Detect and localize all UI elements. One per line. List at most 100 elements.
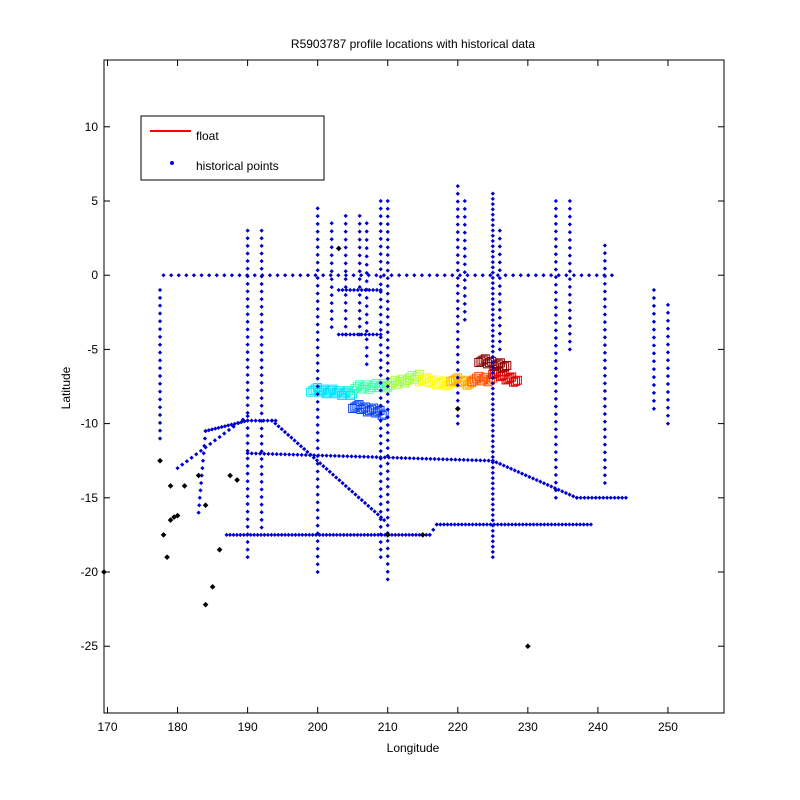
historical-point	[523, 473, 528, 478]
historical-point	[665, 373, 671, 379]
historical-point	[259, 525, 264, 530]
historical-point	[255, 532, 260, 538]
historical-point	[259, 464, 264, 469]
historical-point	[490, 512, 495, 518]
historical-point	[349, 454, 354, 459]
historical-point	[651, 287, 657, 293]
historical-point	[456, 522, 461, 527]
historical-point	[370, 454, 375, 460]
historical-point	[245, 403, 250, 408]
historical-point	[351, 287, 357, 293]
historical-point	[329, 253, 334, 258]
historical-point	[397, 273, 402, 278]
historical-point	[336, 287, 341, 293]
historical-point	[378, 502, 383, 507]
historical-point	[457, 273, 463, 278]
black-point	[195, 472, 202, 479]
float-profile-point	[388, 378, 398, 388]
historical-point	[340, 481, 345, 486]
historical-point	[375, 532, 381, 538]
historical-point	[245, 236, 250, 241]
black-point	[202, 601, 209, 608]
historical-point	[490, 296, 495, 302]
historical-point	[413, 532, 419, 538]
historical-point	[545, 482, 550, 488]
historical-point	[310, 532, 315, 538]
historical-point	[321, 273, 326, 278]
historical-point	[407, 456, 412, 461]
historical-point	[344, 532, 350, 538]
historical-point	[602, 243, 608, 248]
black-point	[227, 472, 233, 479]
historical-point	[343, 277, 348, 282]
historical-point	[490, 381, 495, 386]
historical-point	[245, 296, 250, 302]
historical-point	[314, 532, 319, 538]
historical-point	[329, 261, 334, 266]
historical-point	[245, 395, 250, 400]
historical-point	[553, 236, 558, 242]
historical-point	[253, 418, 258, 423]
historical-point	[298, 273, 303, 278]
historical-point	[315, 275, 320, 281]
historical-point	[378, 198, 383, 204]
historical-point	[453, 457, 458, 462]
historical-point	[287, 452, 292, 457]
historical-point	[578, 522, 583, 527]
historical-point	[403, 455, 408, 461]
float-profile-point	[395, 377, 405, 387]
historical-point	[481, 522, 486, 527]
historical-point	[343, 324, 348, 329]
historical-point	[455, 252, 460, 258]
historical-point	[378, 380, 383, 385]
historical-point	[329, 293, 334, 298]
historical-point	[315, 337, 320, 343]
historical-point	[506, 522, 511, 527]
historical-point	[315, 546, 320, 551]
historical-point	[302, 446, 307, 452]
historical-point	[567, 300, 572, 305]
historical-point	[315, 523, 320, 528]
historical-point	[462, 309, 467, 314]
historical-point	[259, 494, 264, 500]
historical-point	[245, 281, 250, 286]
historical-point	[378, 433, 383, 439]
historical-point	[651, 311, 657, 316]
historical-point	[315, 484, 320, 490]
historical-point	[449, 457, 454, 462]
historical-point	[378, 244, 383, 249]
historical-point	[378, 448, 383, 454]
black-point	[181, 483, 188, 489]
historical-point	[378, 335, 383, 340]
historical-point	[651, 367, 657, 372]
historical-point	[490, 396, 495, 402]
historical-point	[490, 275, 495, 281]
historical-point	[665, 334, 671, 339]
historical-point	[581, 522, 586, 527]
x-tick-label: 180	[168, 720, 188, 734]
historical-point	[455, 360, 460, 365]
historical-point	[372, 532, 377, 538]
historical-point	[462, 198, 467, 204]
historical-point	[157, 381, 163, 386]
historical-point	[355, 287, 360, 293]
historical-point	[526, 273, 531, 278]
historical-point	[519, 471, 525, 476]
historical-point	[455, 352, 460, 357]
historical-point	[343, 245, 348, 250]
historical-point	[490, 281, 495, 286]
historical-point	[259, 395, 264, 401]
historical-point	[462, 222, 467, 227]
historical-point	[651, 359, 657, 364]
historical-point	[534, 477, 539, 483]
historical-point	[216, 425, 221, 430]
historical-point	[567, 276, 572, 282]
historical-point	[567, 331, 572, 336]
historical-point	[417, 532, 422, 538]
historical-point	[245, 258, 250, 264]
historical-point	[357, 229, 362, 234]
historical-point	[497, 228, 502, 233]
historical-point	[224, 532, 229, 538]
historical-point	[490, 344, 495, 349]
historical-point	[378, 214, 383, 219]
